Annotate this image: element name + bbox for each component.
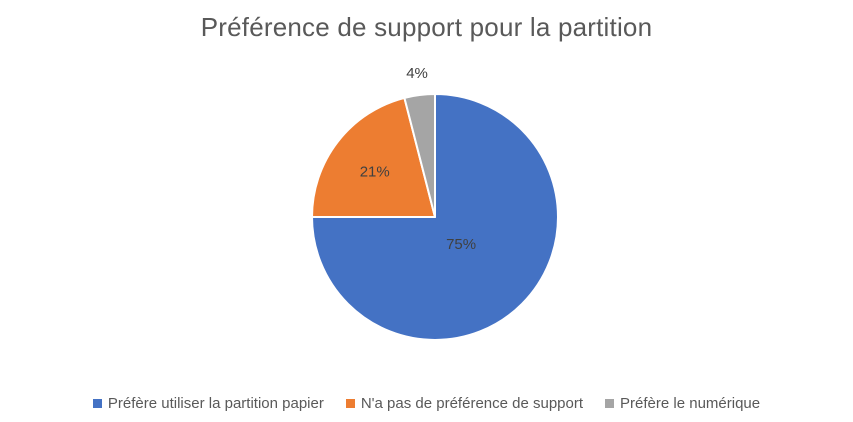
data-label-paper: 75% xyxy=(446,236,476,253)
legend-item-digital: Préfère le numérique xyxy=(605,395,760,412)
data-label-no-preference: 21% xyxy=(360,163,390,180)
data-label-digital: 4% xyxy=(406,65,428,82)
legend-label-digital: Préfère le numérique xyxy=(620,395,761,412)
legend-swatch-paper xyxy=(92,399,102,408)
pie-slice-digital xyxy=(403,93,436,218)
legend-swatch-no-preference xyxy=(345,399,355,408)
legend-label-paper: Préfère utiliser la partition papier xyxy=(107,395,324,412)
legend-item-paper: Préfère utiliser la partition papier xyxy=(92,395,324,412)
legend-label-no-preference: N'a pas de préférence de support xyxy=(360,395,584,412)
legend: Préfère utiliser la partition papier N'a… xyxy=(0,395,853,412)
chart-title: Préférence de support pour la partition xyxy=(200,12,653,42)
legend-item-no-preference: N'a pas de préférence de support xyxy=(345,395,584,412)
legend-swatch-digital xyxy=(605,399,615,408)
pie-slice-no-preference xyxy=(311,96,436,218)
